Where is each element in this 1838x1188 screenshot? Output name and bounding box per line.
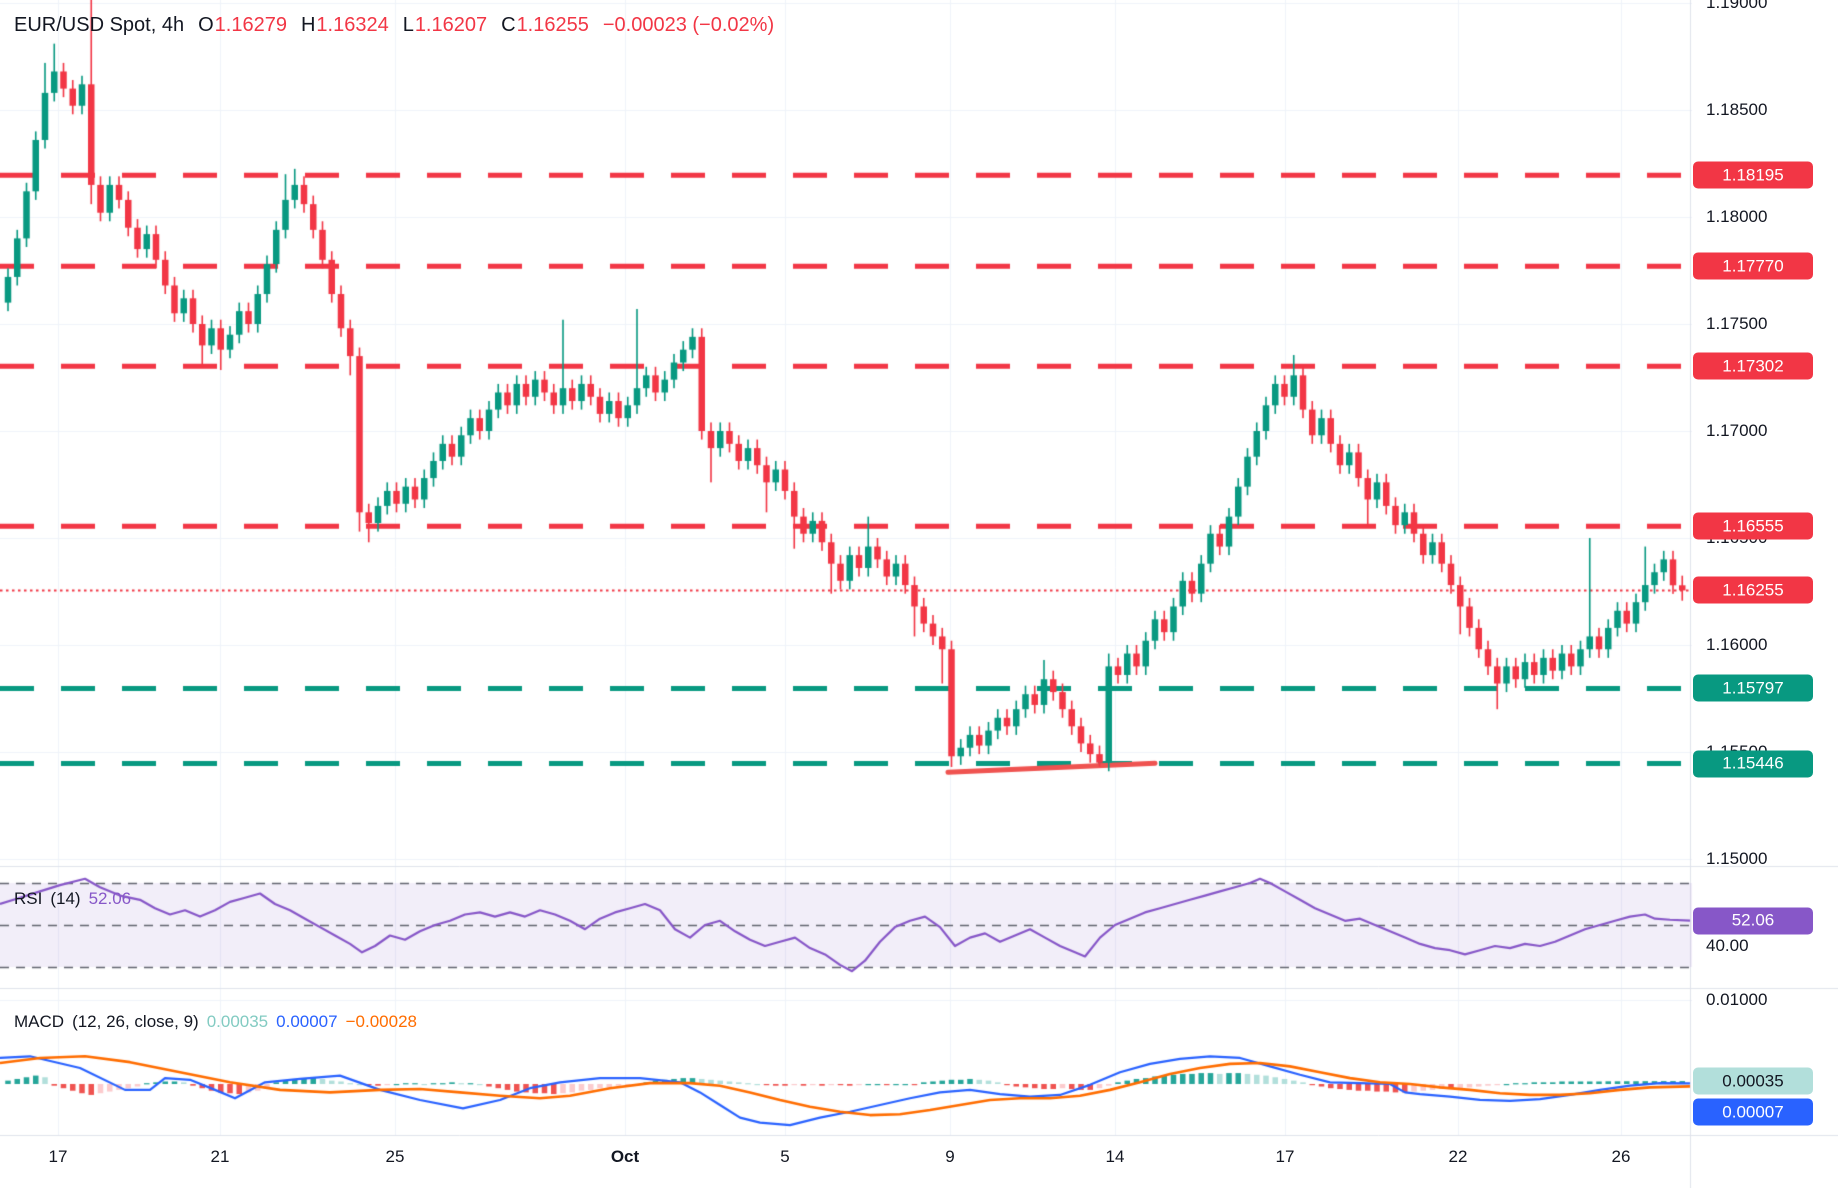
symbol-title[interactable]: EUR/USD Spot, 4h bbox=[14, 14, 185, 36]
low-readout: L 1.16207 bbox=[403, 14, 487, 37]
price-tick-label: 1.15000 bbox=[1706, 849, 1768, 868]
high-value: 1.16324 bbox=[316, 14, 389, 36]
price-tick-label: 1.19000 bbox=[1706, 0, 1768, 12]
macd-name: MACD bbox=[14, 1012, 65, 1031]
close-value: 1.16255 bbox=[516, 14, 589, 36]
price-tick-label: 1.18000 bbox=[1706, 207, 1768, 226]
high-readout: H 1.16324 bbox=[301, 14, 389, 37]
low-label: L bbox=[402, 14, 414, 36]
level-price-badge: 1.17770 bbox=[1693, 252, 1813, 280]
high-label: H bbox=[300, 14, 316, 36]
open-value: 1.16279 bbox=[214, 14, 287, 36]
macd-line-value: 0.00007 bbox=[276, 1012, 338, 1031]
symbol-legend: EUR/USD Spot, 4h O 1.16279 H 1.16324 L 1.16… bbox=[14, 14, 774, 37]
price-tick-label: 1.17000 bbox=[1706, 421, 1768, 440]
last-price-badge: 1.16255 bbox=[1693, 576, 1813, 604]
time-tick-label: 26 bbox=[1611, 1147, 1631, 1166]
change-value: −0.00023 (−0.02%) bbox=[602, 14, 775, 36]
rsi-value-badge: 52.06 bbox=[1693, 907, 1813, 935]
macd-signal-value: −0.00028 bbox=[345, 1012, 417, 1031]
open-label: O bbox=[198, 14, 214, 36]
time-tick-label: 21 bbox=[210, 1147, 230, 1166]
time-axis[interactable]: 17 21 25 Oct 5 9 14 17 22 26 bbox=[0, 1136, 1690, 1188]
macd-indicator-title[interactable]: MACD (12, 26, close, 9) 0.00035 0.00007 … bbox=[14, 1012, 417, 1032]
rsi-indicator-title[interactable]: RSI (14) 52.06 bbox=[14, 889, 131, 909]
time-tick-label: 17 bbox=[48, 1147, 68, 1166]
time-tick-label: Oct bbox=[610, 1147, 640, 1166]
price-tick-label: 1.18500 bbox=[1706, 100, 1768, 119]
macd-hist-value: 0.00035 bbox=[206, 1012, 269, 1031]
low-value: 1.16207 bbox=[414, 14, 488, 36]
close-label: C bbox=[501, 14, 516, 36]
time-tick-label: 25 bbox=[385, 1147, 405, 1166]
time-tick-label: 5 bbox=[780, 1147, 790, 1166]
close-readout: C 1.16255 bbox=[501, 14, 589, 37]
macd-hist-badge: 0.00035 bbox=[1693, 1067, 1813, 1095]
rsi-scale-label: 40.00 bbox=[1706, 936, 1749, 955]
open-readout: O 1.16279 bbox=[198, 14, 287, 37]
level-price-badge: 1.18195 bbox=[1693, 161, 1813, 189]
macd-line-badge: 0.00007 bbox=[1693, 1098, 1813, 1126]
macd-scale-label: 0.01000 bbox=[1706, 990, 1768, 1009]
rsi-current-value: 52.06 bbox=[88, 889, 132, 908]
rsi-params: (14) bbox=[50, 889, 81, 908]
level-price-badge: 1.16555 bbox=[1693, 512, 1813, 540]
level-price-badge: 1.15446 bbox=[1693, 750, 1813, 778]
rsi-name: RSI bbox=[14, 889, 43, 908]
time-tick-label: 9 bbox=[945, 1147, 955, 1166]
time-tick-label: 22 bbox=[1448, 1147, 1468, 1166]
level-price-badge: 1.15797 bbox=[1693, 674, 1813, 702]
price-scale[interactable]: 1.19000 1.18500 1.18000 1.17500 1.17000 1.165… bbox=[1690, 0, 1838, 1188]
time-tick-label: 17 bbox=[1275, 1147, 1295, 1166]
price-tick-label: 1.16000 bbox=[1706, 635, 1768, 654]
time-tick-label: 14 bbox=[1105, 1147, 1125, 1166]
price-tick-label: 1.17500 bbox=[1706, 314, 1768, 333]
macd-params: (12, 26, close, 9) bbox=[72, 1012, 199, 1031]
level-price-badge: 1.17302 bbox=[1693, 352, 1813, 380]
